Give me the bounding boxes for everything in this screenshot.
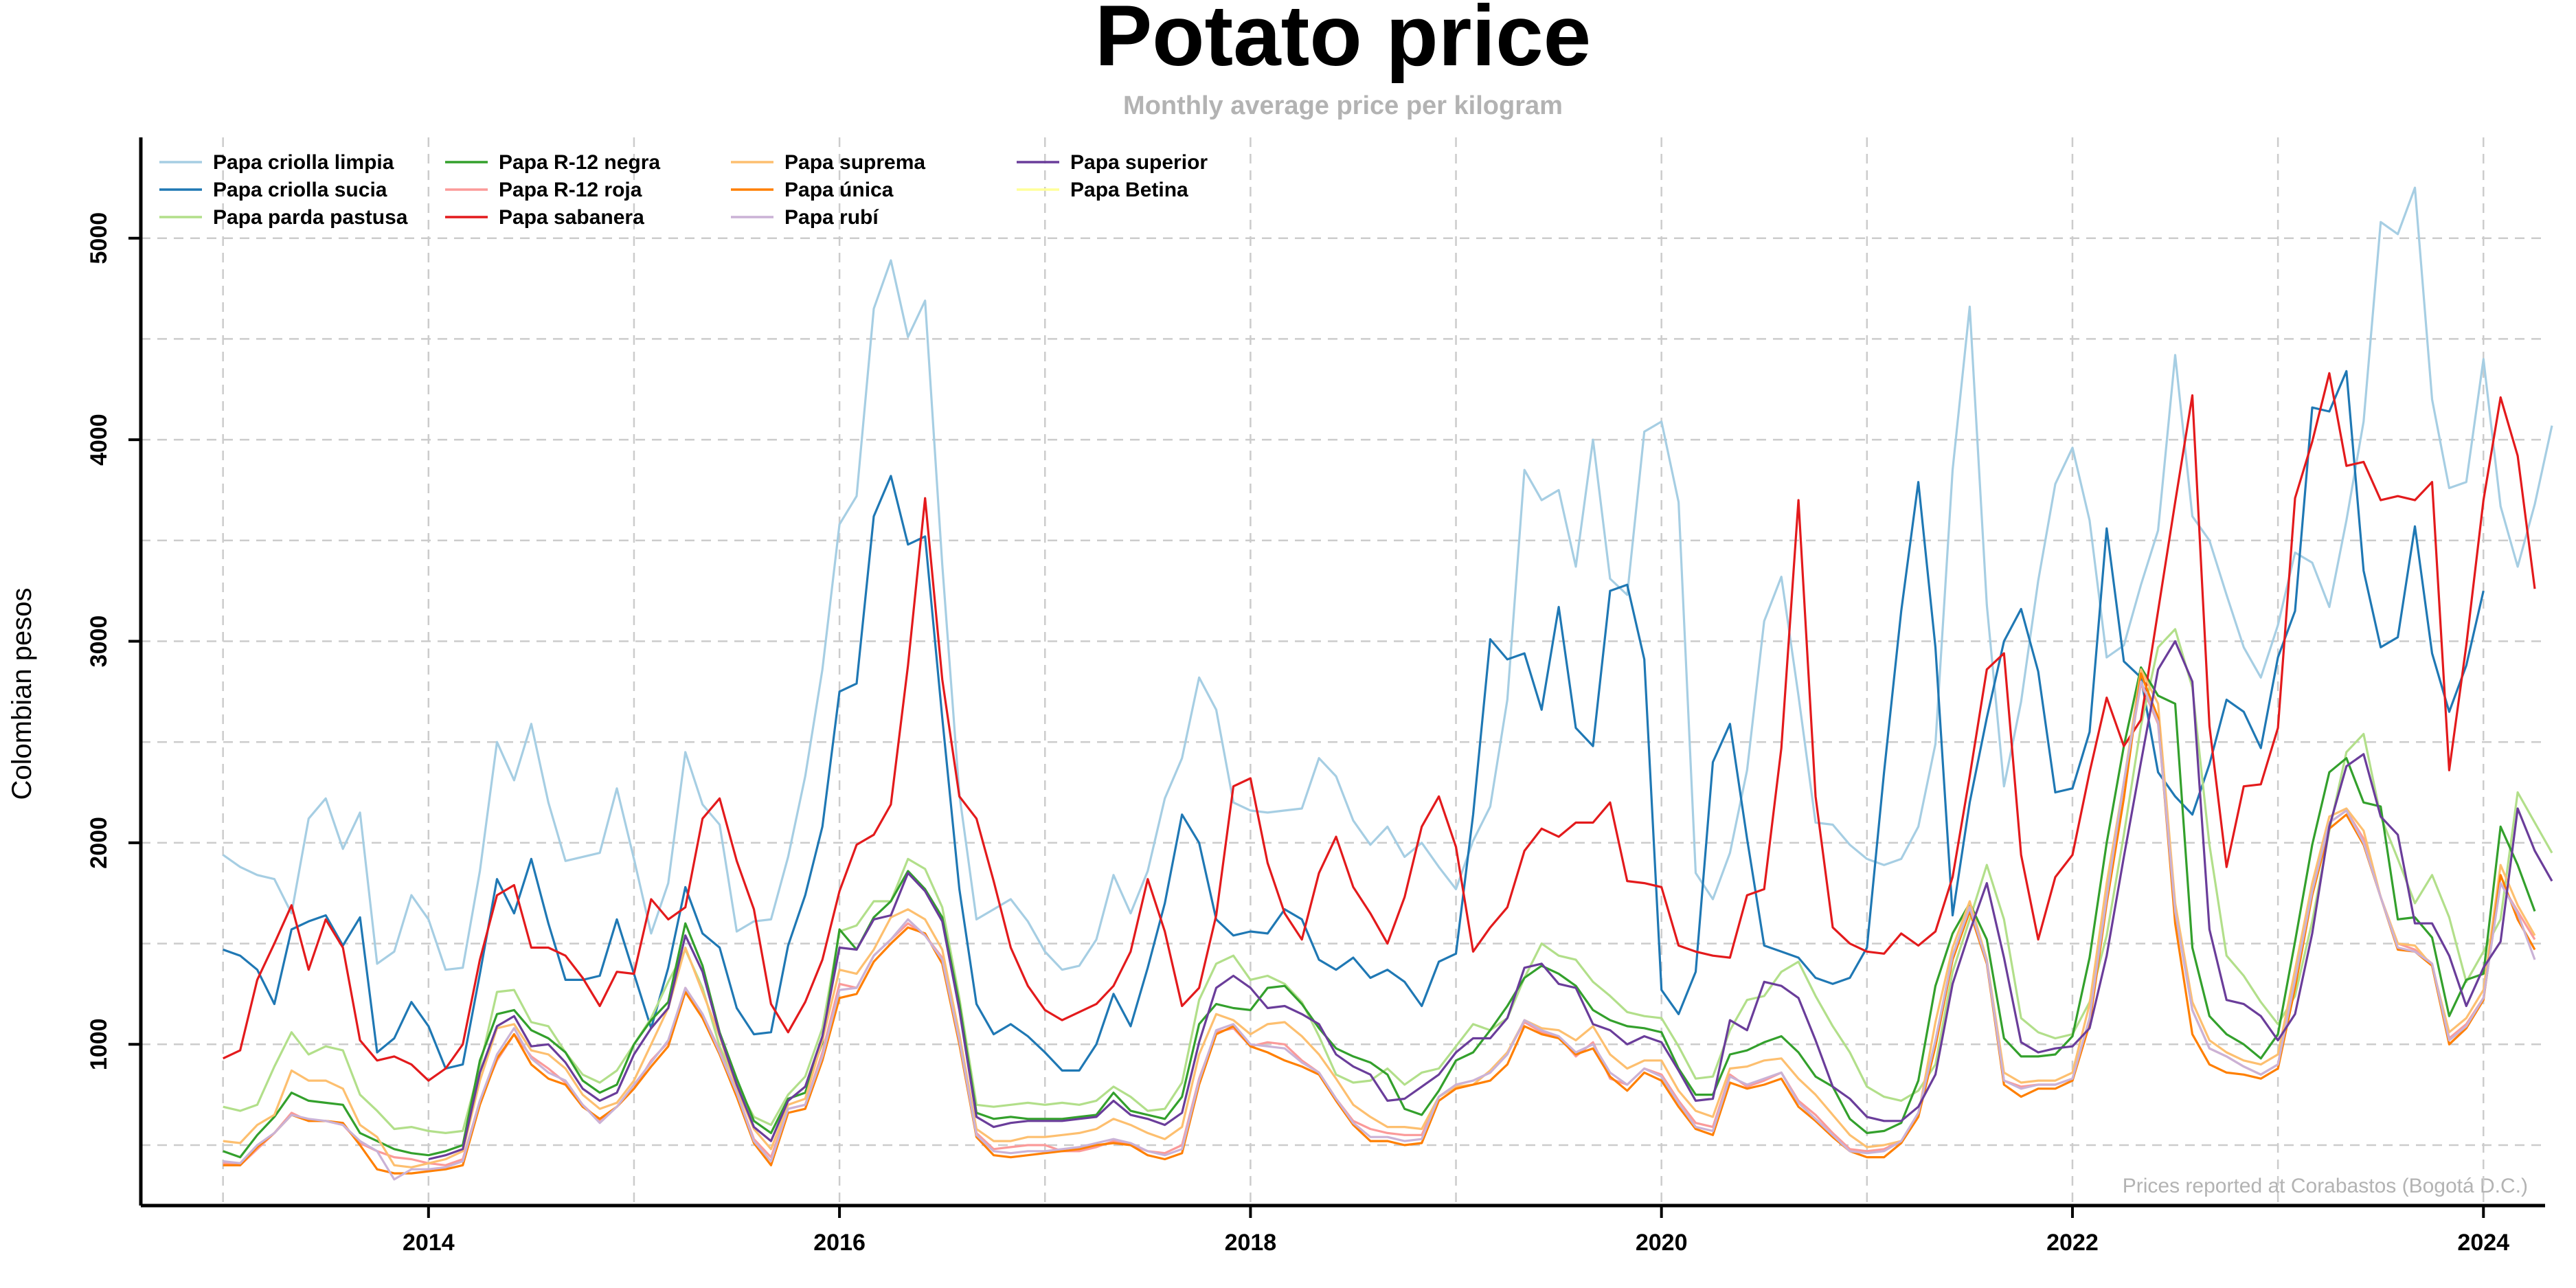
legend-label: Papa R-12 negra <box>499 151 660 174</box>
x-tick-label: 2014 <box>403 1230 455 1256</box>
x-tick-label: 2022 <box>2046 1230 2099 1256</box>
series-line <box>223 370 2485 1072</box>
series-line <box>223 372 2536 1082</box>
legend-label: Papa rubí <box>784 206 879 229</box>
legend-label: Papa única <box>784 179 894 201</box>
series-line <box>223 682 2536 1166</box>
legend-label: Papa parda pastusa <box>213 206 408 229</box>
legend-label: Papa Betina <box>1070 179 1188 201</box>
legend-label: Papa superior <box>1070 151 1208 174</box>
chart-caption: Prices reported at Corabastos (Bogotá D.… <box>2123 1175 2528 1197</box>
legend-label: Papa criolla limpia <box>213 151 394 174</box>
series-line <box>223 628 2553 1135</box>
series-line <box>223 672 2536 1175</box>
x-tick-label: 2024 <box>2457 1230 2509 1256</box>
x-axis-ticks: 2014 2016 2018 2020 2022 2024 <box>403 1206 2509 1256</box>
chart-title: Potato price <box>1095 0 1591 84</box>
y-tick-label: 3000 <box>86 615 112 668</box>
legend-label: Papa suprema <box>784 151 925 174</box>
y-tick-label: 5000 <box>86 212 112 264</box>
chart-subtitle: Monthly average price per kilogram <box>1123 91 1563 120</box>
y-axis-ticks: 1000 2000 3000 4000 5000 <box>86 212 141 1070</box>
series-lines <box>222 186 2553 1181</box>
series-line <box>222 186 2553 971</box>
legend-label: Papa sabanera <box>499 206 644 229</box>
series-line <box>428 640 2553 1161</box>
grid-lines <box>141 137 2545 1206</box>
legend-label: Papa R-12 roja <box>499 179 642 201</box>
y-axis-label: Colombian pesos <box>7 587 37 800</box>
legend: Papa criolla limpia Papa criolla sucia Pap… <box>159 151 1208 229</box>
y-tick-label: 4000 <box>86 414 112 466</box>
x-tick-label: 2016 <box>813 1230 866 1256</box>
axes <box>139 137 2545 1208</box>
x-tick-label: 2018 <box>1225 1230 1277 1256</box>
y-tick-label: 1000 <box>86 1018 112 1070</box>
series-line <box>223 668 2536 1168</box>
series-line <box>223 666 2536 1159</box>
x-tick-label: 2020 <box>1636 1230 1688 1256</box>
y-tick-label: 2000 <box>86 817 112 869</box>
series-line <box>223 680 2536 1181</box>
legend-label: Papa criolla sucia <box>213 179 387 201</box>
